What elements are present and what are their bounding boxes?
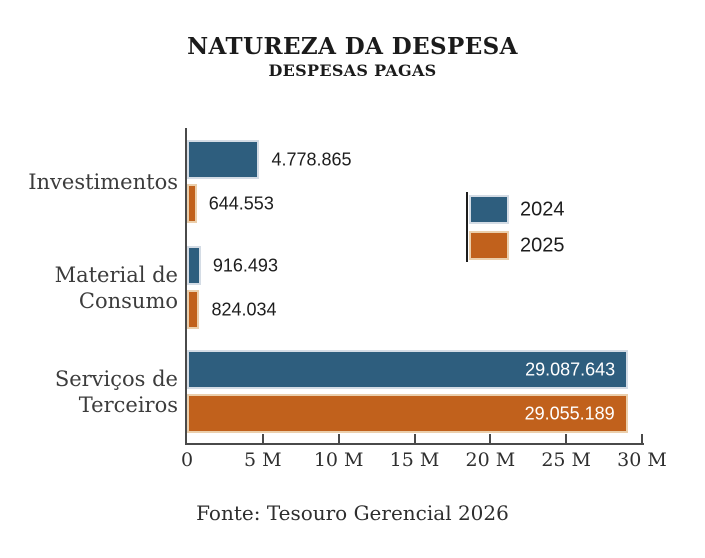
axis-tick	[641, 434, 643, 443]
x-tick-label-30m: 30 M	[617, 449, 667, 471]
value-label-2024-investimentos: 4.778.865	[271, 149, 352, 170]
legend-rule	[466, 192, 468, 262]
legend-label-2024: 2024	[520, 198, 565, 221]
bar-2024-material-de-consumo	[187, 246, 201, 285]
category-label-line: Investimentos	[28, 170, 178, 194]
x-tick-label-25m: 25 M	[541, 449, 591, 471]
axis-tick	[489, 434, 492, 443]
axis-tick	[565, 434, 568, 443]
x-tick-label-10m: 10 M	[313, 449, 364, 471]
value-label-2024-material-de-consumo: 916.493	[212, 255, 278, 276]
category-label-material-de-consumo: Material de Consumo	[0, 262, 178, 314]
chart-title: NATUREZA DA DESPESA	[187, 33, 518, 60]
value-label-2025-material-de-consumo: 824.034	[211, 299, 277, 320]
bar-2024-investimentos	[187, 140, 260, 179]
axis-tick	[337, 434, 340, 443]
category-label-servicos-de-terceiros: Serviços de Terceiros	[0, 366, 178, 418]
x-axis-line	[185, 443, 644, 445]
y-axis-line	[185, 128, 187, 444]
legend-swatch-2024	[469, 195, 509, 224]
chart-subtitle: DESPESAS PAGAS	[268, 61, 437, 80]
x-tick-label-0: 0	[180, 449, 194, 471]
bar-2025-investimentos	[187, 184, 197, 223]
x-tick-label-20m: 20 M	[465, 449, 516, 471]
bar-2025-material-de-consumo	[187, 290, 200, 329]
value-label-2025-servicos-de-terceiros: 29.055.189	[524, 403, 615, 424]
source-note: Fonte: Tesouro Gerencial 2026	[196, 501, 509, 525]
x-tick-label-15m: 15 M	[389, 449, 440, 471]
bar-2025-servicos-de-terceiros	[187, 394, 628, 433]
category-label-investimentos: Investimentos	[0, 169, 178, 195]
bar-2024-servicos-de-terceiros	[187, 350, 629, 389]
legend-swatch-2025	[469, 231, 509, 260]
axis-tick	[413, 434, 416, 443]
category-label-line: Serviços de	[54, 367, 178, 391]
x-tick-label-5m: 5 M	[244, 449, 282, 471]
category-label-line: Consumo	[78, 289, 178, 313]
axis-tick	[261, 434, 264, 443]
category-label-line: Terceiros	[78, 393, 178, 417]
category-label-line: Material de	[54, 263, 178, 287]
value-label-2025-investimentos: 644.553	[208, 193, 274, 214]
value-label-2024-servicos-de-terceiros: 29.087.643	[525, 359, 616, 380]
legend-label-2025: 2025	[520, 234, 565, 257]
